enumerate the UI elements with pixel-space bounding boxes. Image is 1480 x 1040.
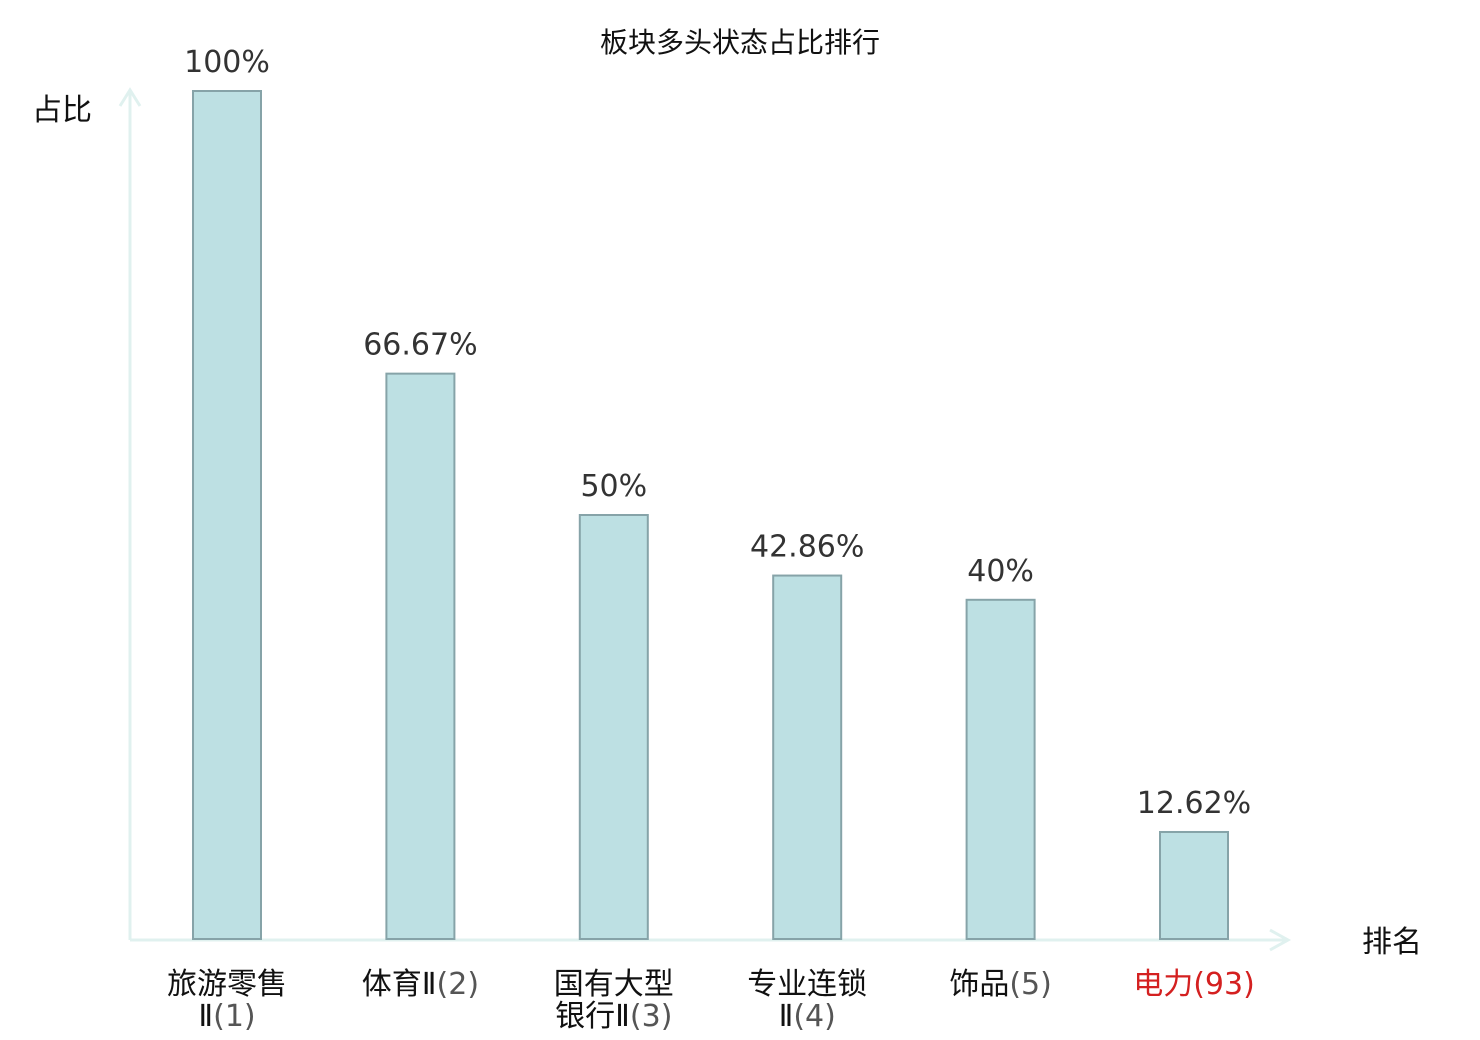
value-label: 50% — [580, 469, 647, 504]
y-axis-title: 占比 — [32, 93, 92, 128]
y-axis-arrow — [118, 87, 142, 107]
category-name: 国有大型 — [554, 967, 674, 1002]
category-label: 旅游零售 Ⅱ(1) — [167, 967, 287, 1034]
bars-group — [192, 90, 1229, 941]
category-label: 国有大型银行Ⅱ(3) — [554, 967, 674, 1034]
category-rank: (2) — [437, 967, 480, 1002]
bar — [192, 90, 262, 940]
category-rank: (1) — [213, 999, 256, 1034]
value-labels-group: 100% 66.67% 50% 42.86% 40% 12.62% — [184, 45, 1251, 821]
category-name: 旅游零售 — [167, 967, 287, 1002]
category-rank: (93) — [1193, 967, 1255, 1002]
category-label: 饰品(5) — [949, 967, 1052, 1002]
bar — [965, 598, 1036, 940]
category-name: Ⅱ — [198, 999, 213, 1034]
bar — [578, 514, 649, 940]
category-label: 专业连锁 Ⅱ(4) — [747, 967, 867, 1034]
category-rank: (3) — [630, 999, 673, 1034]
value-label: 42.86% — [750, 530, 864, 565]
category-name: 饰品 — [949, 967, 1009, 1002]
value-label: 12.62% — [1137, 786, 1251, 821]
category-rank: (5) — [1009, 967, 1052, 1002]
category-name: Ⅱ — [779, 999, 794, 1034]
category-labels-group: 旅游零售 Ⅱ(1)体育Ⅱ(2) 国有大型银行Ⅱ(3)专业连锁 Ⅱ(4)饰品(5) 电力(… — [167, 967, 1255, 1034]
category-name: 体育Ⅱ — [362, 967, 437, 1002]
bar — [772, 574, 843, 940]
category-name: 银行Ⅱ — [555, 999, 630, 1034]
category-label: 体育Ⅱ(2) — [362, 967, 479, 1002]
x-axis-title: 排名 — [1362, 925, 1422, 960]
bar — [385, 372, 456, 940]
category-label: 电力(93) — [1133, 967, 1255, 1002]
category-name: 电力 — [1133, 967, 1193, 1002]
value-label: 66.67% — [363, 328, 477, 363]
value-label: 40% — [967, 554, 1034, 589]
x-axis — [130, 928, 1292, 952]
category-rank: (4) — [793, 999, 836, 1034]
value-label: 100% — [184, 45, 270, 80]
y-axis — [118, 87, 142, 940]
category-name: 专业连锁 — [747, 967, 867, 1002]
bar — [1159, 830, 1229, 941]
x-axis-arrow — [1269, 928, 1292, 952]
chart-title: 板块多头状态占比排行 — [600, 26, 880, 59]
